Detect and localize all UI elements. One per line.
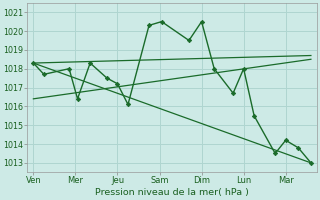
X-axis label: Pression niveau de la mer( hPa ): Pression niveau de la mer( hPa ): [95, 188, 249, 197]
